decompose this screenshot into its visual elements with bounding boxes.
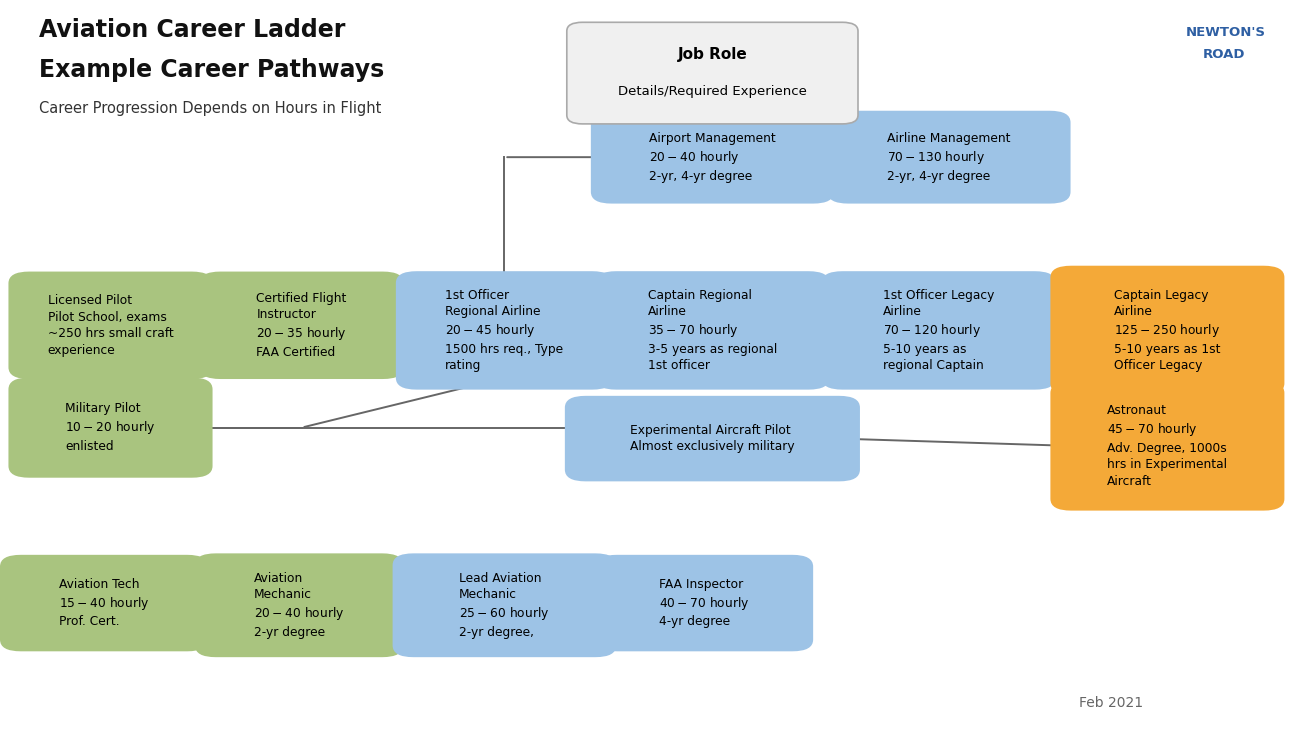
FancyBboxPatch shape (9, 377, 213, 478)
Text: Airport Management
$20 - $40 hourly
2-yr, 4-yr degree: Airport Management $20 - $40 hourly 2-yr… (649, 132, 776, 183)
FancyBboxPatch shape (195, 553, 403, 657)
Text: Experimental Aircraft Pilot
Almost exclusively military: Experimental Aircraft Pilot Almost exclu… (630, 424, 794, 453)
Text: 1st Officer Legacy
Airline
$70 - $120 hourly
5-10 years as
regional Captain: 1st Officer Legacy Airline $70 - $120 ho… (883, 289, 994, 372)
FancyBboxPatch shape (564, 396, 861, 481)
Text: FAA Inspector
$40 - $70 hourly
4-yr degree: FAA Inspector $40 - $70 hourly 4-yr degr… (659, 577, 750, 629)
Text: Captain Regional
Airline
$35 - $70 hourly
3-5 years as regional
1st officer: Captain Regional Airline $35 - $70 hourl… (647, 289, 777, 372)
Text: Lead Aviation
Mechanic
$25 - $60 hourly
2-yr degree,: Lead Aviation Mechanic $25 - $60 hourly … (459, 572, 550, 639)
Text: Certified Flight
Instructor
$20 - $35 hourly
FAA Certified: Certified Flight Instructor $20 - $35 ho… (256, 292, 347, 359)
Text: Details/Required Experience: Details/Required Experience (618, 85, 807, 98)
FancyBboxPatch shape (200, 271, 403, 379)
Text: Astronaut
$45 - $70 hourly
Adv. Degree, 1000s
hrs in Experimental
Aircraft: Astronaut $45 - $70 hourly Adv. Degree, … (1108, 404, 1227, 488)
Text: Feb 2021: Feb 2021 (1079, 696, 1144, 711)
Text: Aviation Career Ladder: Aviation Career Ladder (39, 18, 346, 42)
Text: Aviation Tech
$15 - $40 hourly
Prof. Cert.: Aviation Tech $15 - $40 hourly Prof. Cer… (58, 577, 150, 629)
Text: NEWTON'S: NEWTON'S (1186, 26, 1266, 39)
FancyBboxPatch shape (1050, 265, 1284, 395)
Text: Captain Legacy
Airline
$125 - $250 hourly
5-10 years as 1st
Officer Legacy: Captain Legacy Airline $125 - $250 hourl… (1114, 289, 1221, 372)
FancyBboxPatch shape (393, 553, 616, 657)
FancyBboxPatch shape (595, 271, 829, 390)
FancyBboxPatch shape (395, 271, 614, 390)
FancyBboxPatch shape (567, 22, 858, 124)
FancyBboxPatch shape (822, 271, 1056, 390)
FancyBboxPatch shape (9, 271, 213, 379)
Text: Example Career Pathways: Example Career Pathways (39, 58, 385, 83)
FancyBboxPatch shape (590, 110, 835, 203)
Text: Career Progression Depends on Hours in Flight: Career Progression Depends on Hours in F… (39, 101, 381, 116)
Text: Airline Management
$70 - $130 hourly
2-yr, 4-yr degree: Airline Management $70 - $130 hourly 2-y… (887, 132, 1011, 183)
Text: ROAD: ROAD (1202, 48, 1245, 61)
Text: Licensed Pilot
Pilot School, exams
~250 hrs small craft
experience: Licensed Pilot Pilot School, exams ~250 … (48, 294, 173, 357)
Text: Military Pilot
$10 - $20 hourly
enlisted: Military Pilot $10 - $20 hourly enlisted (65, 402, 156, 453)
FancyBboxPatch shape (597, 555, 814, 651)
Text: Job Role: Job Role (677, 48, 748, 62)
Text: Aviation
Mechanic
$20 - $40 hourly
2-yr degree: Aviation Mechanic $20 - $40 hourly 2-yr … (254, 572, 344, 639)
Text: 1st Officer
Regional Airline
$20 - $45 hourly
1500 hrs req., Type
rating: 1st Officer Regional Airline $20 - $45 h… (446, 289, 563, 372)
FancyBboxPatch shape (1050, 382, 1284, 510)
FancyBboxPatch shape (0, 555, 208, 651)
FancyBboxPatch shape (827, 110, 1071, 203)
